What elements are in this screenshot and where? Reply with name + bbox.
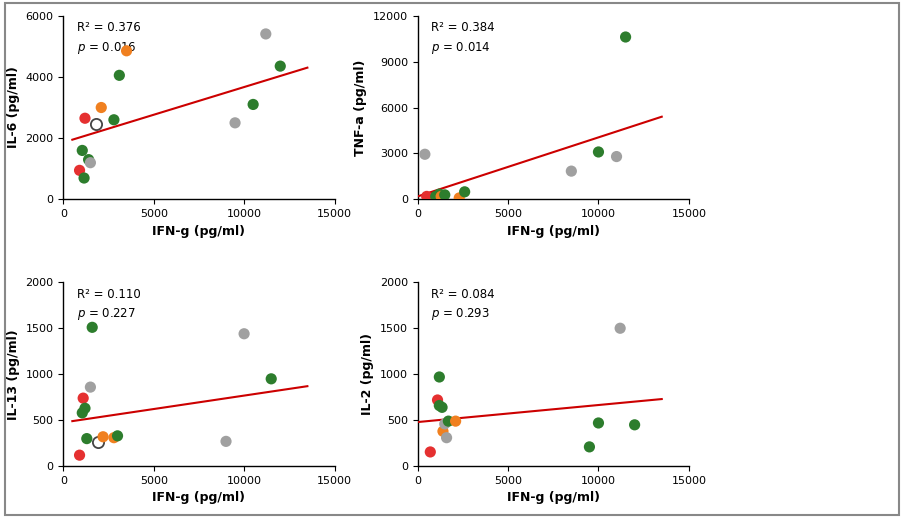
Point: [439, 434, 453, 442]
Point: [430, 193, 444, 202]
Point: [75, 409, 89, 417]
Point: [434, 403, 449, 411]
Point: [452, 194, 466, 202]
Point: [437, 191, 452, 199]
Point: [264, 375, 278, 383]
Point: [78, 404, 92, 412]
Point: [107, 116, 121, 124]
Point: [219, 437, 233, 445]
Point: [79, 435, 94, 443]
Point: [423, 448, 437, 456]
Point: [448, 417, 462, 425]
Point: [457, 188, 471, 196]
Point: [78, 114, 92, 122]
Text: R² = 0.110
$p$ = 0.227: R² = 0.110 $p$ = 0.227: [77, 288, 141, 322]
Point: [582, 443, 596, 451]
Point: [85, 323, 99, 332]
Point: [419, 192, 433, 200]
Y-axis label: IL-6 (pg/ml): IL-6 (pg/ml): [7, 67, 20, 149]
Y-axis label: IL-13 (pg/ml): IL-13 (pg/ml): [7, 329, 20, 420]
Point: [246, 100, 260, 109]
Point: [432, 373, 446, 381]
Point: [258, 30, 273, 38]
Point: [119, 47, 134, 55]
Point: [435, 427, 450, 436]
Point: [591, 419, 605, 427]
Point: [88, 120, 103, 128]
Point: [437, 420, 452, 428]
Point: [237, 329, 251, 338]
Point: [83, 159, 98, 167]
Point: [430, 396, 444, 404]
Point: [426, 194, 441, 202]
Point: [591, 148, 605, 156]
X-axis label: IFN-g (pg/ml): IFN-g (pg/ml): [507, 225, 599, 238]
Point: [107, 434, 121, 442]
Point: [83, 383, 98, 391]
X-axis label: IFN-g (pg/ml): IFN-g (pg/ml): [153, 492, 245, 505]
Point: [441, 417, 455, 425]
Point: [433, 192, 448, 200]
Point: [563, 167, 578, 175]
Point: [112, 71, 126, 79]
Legend: MTB Beijing other, MTB Beijing K-strain, MTB Beijing M-strain, MTB non Beijing o: MTB Beijing other, MTB Beijing K-strain,…: [777, 21, 903, 134]
Point: [609, 152, 623, 161]
Y-axis label: TNF-a (pg/ml): TNF-a (pg/ml): [354, 60, 367, 156]
Point: [77, 174, 91, 182]
Point: [110, 431, 125, 440]
Point: [428, 192, 442, 200]
Point: [72, 166, 87, 175]
Point: [96, 433, 110, 441]
Point: [417, 150, 432, 159]
Point: [432, 401, 446, 410]
Point: [432, 190, 446, 198]
Point: [612, 324, 627, 333]
Text: R² = 0.384
$p$ = 0.014: R² = 0.384 $p$ = 0.014: [431, 21, 494, 55]
Point: [72, 451, 87, 459]
Point: [627, 421, 641, 429]
Text: R² = 0.084
$p$ = 0.293: R² = 0.084 $p$ = 0.293: [431, 288, 494, 322]
Point: [75, 146, 89, 154]
Point: [94, 104, 108, 112]
Point: [81, 155, 96, 164]
Point: [90, 438, 105, 447]
X-axis label: IFN-g (pg/ml): IFN-g (pg/ml): [507, 492, 599, 505]
Y-axis label: IL-2 (pg/ml): IL-2 (pg/ml): [361, 333, 374, 415]
Point: [76, 394, 90, 402]
X-axis label: IFN-g (pg/ml): IFN-g (pg/ml): [153, 225, 245, 238]
Point: [228, 119, 242, 127]
Point: [618, 33, 632, 41]
Text: R² = 0.376
$p$ = 0.016: R² = 0.376 $p$ = 0.016: [77, 21, 141, 55]
Point: [273, 62, 287, 70]
